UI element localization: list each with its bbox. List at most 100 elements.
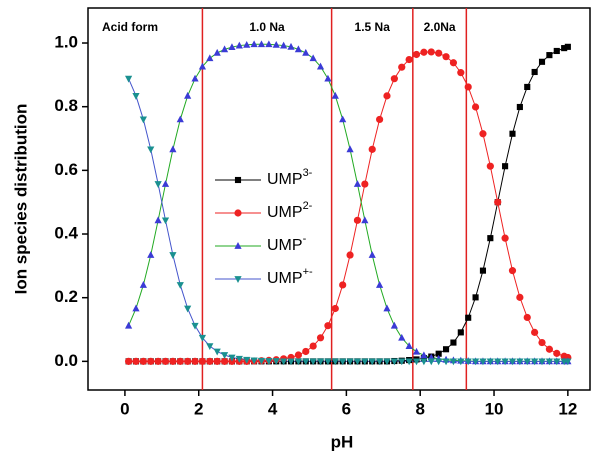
data-point [220,45,229,53]
x-tick-label: 12 [558,399,577,418]
data-point [206,54,214,62]
data-point [243,356,251,364]
data-point [420,48,428,56]
legend-name: UMP [267,171,303,188]
data-point [516,358,524,366]
data-point [553,358,561,366]
data-point [184,91,192,99]
data-point [235,41,243,49]
data-point [228,354,236,362]
data-point [457,358,465,366]
data-point [398,358,406,366]
legend-item: UMP- [215,233,307,254]
data-point [412,347,421,355]
data-point [531,358,539,366]
data-point [376,358,384,366]
data-point [213,348,221,356]
x-axis-title: pH [331,432,354,451]
data-point [564,43,571,50]
region-label: 1.5 Na [355,20,391,34]
data-point [405,358,413,366]
data-point [280,358,288,366]
data-point [538,58,546,65]
data-point [546,52,553,59]
data-point [220,357,229,365]
data-point [553,349,561,357]
y-axis-title: Ion species distribution [11,104,30,295]
data-point [161,357,170,365]
y-tick-label: 0.8 [54,96,78,115]
data-point [287,358,295,366]
data-point [442,358,450,366]
series-line [128,78,568,362]
data-point [412,358,421,366]
data-point [316,334,325,342]
data-point [524,83,531,91]
data-point [479,267,487,274]
data-point [169,357,177,365]
data-point [324,74,332,82]
data-point [147,146,155,154]
plot-frame [87,7,591,391]
legend-item: UMP3- [215,167,313,188]
data-point [294,45,302,53]
data-point [272,40,280,48]
data-point [435,350,442,357]
data-point [368,145,376,153]
data-point [538,338,546,347]
data-point [339,281,347,289]
data-point [523,358,531,366]
data-point [427,48,435,56]
data-point [486,162,494,170]
data-point [302,48,310,56]
data-point [206,357,214,365]
data-point [353,358,362,366]
series-line [128,51,569,362]
data-point [405,55,413,64]
legend-charge: 3- [303,167,313,179]
data-point [523,313,531,322]
data-point [250,40,258,48]
data-point [235,355,243,363]
data-point [213,357,221,365]
data-point [471,103,480,111]
data-point [132,357,140,365]
data-point [243,40,251,48]
data-point [516,103,523,111]
data-point [353,216,362,224]
legend-name: UMP [267,270,303,287]
data-point [508,267,517,275]
x-tick-label: 0 [120,399,129,418]
legend-marker [234,276,242,283]
data-point [501,234,509,242]
data-point [502,163,509,170]
data-point [376,280,384,288]
data-point [302,358,310,366]
data-point [265,40,273,48]
data-point [316,358,325,366]
data-point [450,339,457,346]
data-point [309,358,317,366]
data-point [398,63,406,71]
legend-name: UMP [267,204,303,221]
data-point [412,50,421,59]
legend-name: UMP [267,237,303,254]
data-point [139,116,147,124]
data-point [398,333,406,341]
data-point [184,305,192,313]
legend-item: UMP+- [215,266,313,287]
data-point [479,130,487,138]
data-point [139,280,147,288]
data-point [191,357,199,365]
y-tick-label: 0.2 [54,287,78,306]
data-point [154,181,162,188]
data-point [494,358,502,366]
data-point [125,357,133,365]
data-point [383,304,391,312]
data-point [508,358,517,366]
series-line [128,43,568,362]
data-point [457,329,464,336]
data-point [561,45,568,52]
y-tick-label: 0.6 [54,160,78,179]
